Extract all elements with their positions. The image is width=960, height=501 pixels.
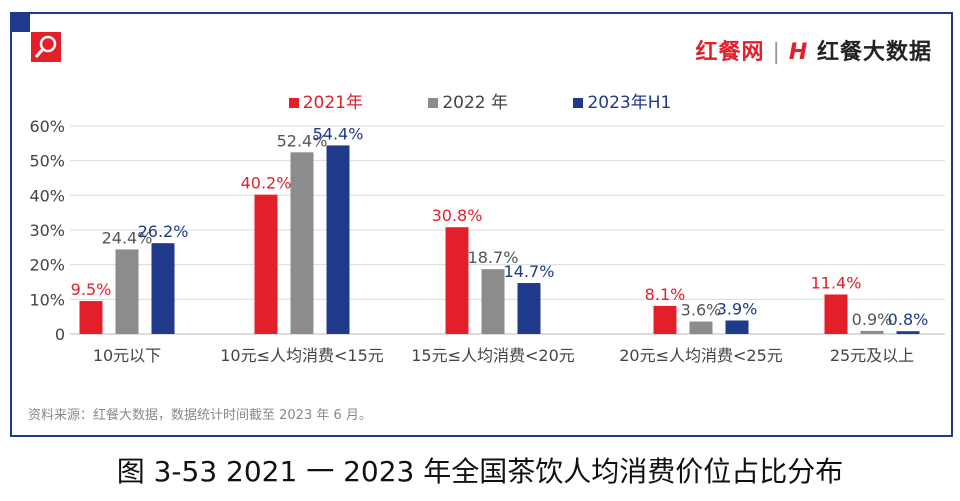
legend-2022: 2022 年: [428, 93, 508, 113]
data-label: 0.8%: [888, 310, 929, 329]
bar: [290, 152, 314, 334]
x-tick-label: 10元以下: [93, 346, 161, 365]
legend-2023h1: 2023年H1: [573, 93, 671, 113]
logo-h-icon: H: [788, 40, 809, 65]
bar: [115, 249, 139, 334]
bar: [79, 301, 103, 334]
brand-logo: 红餐网 | H 红餐大数据: [695, 40, 932, 65]
x-tick-label: 25元及以上: [830, 346, 914, 365]
magnifier-icon: [31, 32, 61, 62]
y-tick-label: 50%: [29, 152, 65, 171]
bar: [689, 321, 713, 334]
y-tick-label: 20%: [29, 256, 65, 275]
bar: [254, 194, 278, 334]
x-tick-label: 15元≤人均消费<20元: [411, 346, 575, 365]
data-label: 40.2%: [241, 174, 292, 193]
corner-decoration: [10, 12, 30, 32]
data-label: 8.1%: [645, 285, 686, 304]
data-label: 52.4%: [277, 131, 328, 150]
bar: [896, 331, 920, 334]
data-label: 0.9%: [852, 310, 893, 329]
data-label: 26.2%: [138, 222, 189, 241]
data-label: 30.8%: [432, 206, 483, 225]
bar: [326, 145, 350, 334]
chart-frame: [10, 12, 953, 437]
bar: [445, 227, 469, 334]
bar: [517, 283, 541, 334]
legend: 2021年 2022 年 2023年H1: [0, 88, 960, 113]
y-tick-label: 30%: [29, 221, 65, 240]
y-tick-label: 60%: [29, 117, 65, 136]
source-note: 资料来源：红餐大数据，数据统计时间截至 2023 年 6 月。: [28, 408, 372, 423]
data-label: 3.6%: [681, 301, 722, 320]
y-tick-label: 0: [55, 325, 65, 344]
y-tick-label: 40%: [29, 186, 65, 205]
data-label: 3.9%: [717, 299, 758, 318]
bar: [824, 294, 848, 334]
data-label: 11.4%: [811, 273, 862, 292]
legend-2021: 2021年: [288, 93, 363, 113]
data-label: 54.4%: [313, 124, 364, 143]
bar: [653, 305, 677, 334]
x-tick-label: 10元≤人均消费<15元: [220, 346, 384, 365]
data-label: 14.7%: [504, 262, 555, 281]
figure-caption: 图 3-53 2021 一 2023 年全国茶饮人均消费价位占比分布: [116, 455, 844, 488]
x-tick-label: 20元≤人均消费<25元: [619, 346, 783, 365]
data-label: 9.5%: [71, 280, 112, 299]
bar: [725, 320, 749, 334]
bar: [151, 243, 175, 334]
y-tick-label: 10%: [29, 290, 65, 309]
data-label: 18.7%: [468, 248, 519, 267]
bar: [481, 269, 505, 334]
data-label: 24.4%: [102, 228, 153, 247]
bar: [860, 330, 884, 334]
